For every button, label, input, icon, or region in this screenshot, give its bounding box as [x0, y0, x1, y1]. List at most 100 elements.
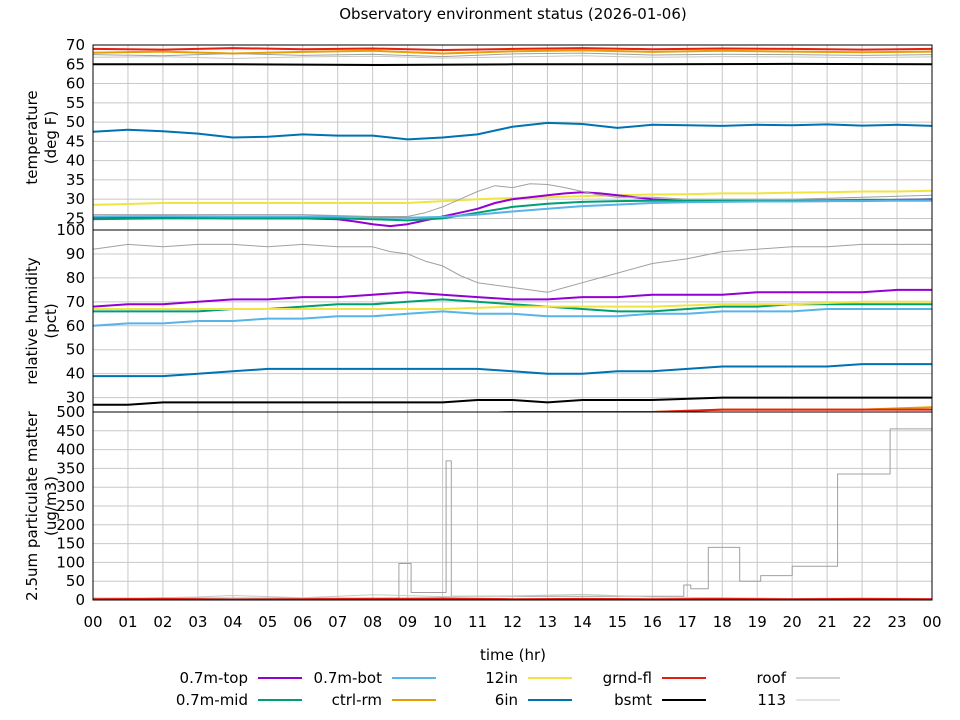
- series-line-0.7m-bot: [93, 308, 932, 327]
- y-axis-label-line: (pct): [42, 303, 60, 338]
- legend-label: 0.7m-bot: [314, 669, 383, 687]
- y-axis-label-line: (ug/m3): [42, 476, 60, 536]
- y-tick-label: 30: [66, 389, 85, 407]
- series-line-bsmt: [93, 396, 932, 406]
- y-axis-label: temperature(deg F): [23, 90, 60, 184]
- x-tick-label: 06: [293, 613, 312, 631]
- x-tick-label: 17: [678, 613, 697, 631]
- y-tick-label: 35: [66, 171, 85, 189]
- x-tick-label: 14: [573, 613, 592, 631]
- y-axis-label: relative humidity(pct): [23, 257, 60, 385]
- y-tick-label: 50: [66, 572, 85, 590]
- y-tick-label: 80: [66, 269, 85, 287]
- legend-label: bsmt: [614, 691, 652, 709]
- series-line-grnd-fl: [93, 47, 932, 51]
- y-tick-label: 100: [56, 553, 85, 571]
- legend-item: 0.7m-top: [180, 669, 302, 687]
- series-line-roof: [93, 243, 932, 293]
- legend-item: 12in: [485, 669, 572, 687]
- series-line-grnd-fl: [93, 597, 932, 600]
- series-line-grnd-fl: [483, 408, 932, 412]
- legend-label: 113: [757, 691, 786, 709]
- y-axis-label-line: relative humidity: [23, 257, 41, 385]
- y-tick-label: 30: [66, 190, 85, 208]
- legend-item: 113: [757, 691, 840, 709]
- series-line-113: [93, 55, 932, 59]
- x-tick-label: 15: [608, 613, 627, 631]
- legend-label: grnd-fl: [603, 669, 652, 687]
- series-line-0.7m-top: [93, 288, 932, 308]
- plot-frame: [92, 411, 933, 601]
- y-tick-label: 100: [56, 221, 85, 239]
- series-line-6in: [93, 363, 932, 378]
- series-line-bsmt: [93, 62, 932, 66]
- x-axis-label: time (hr): [480, 646, 546, 664]
- legend-item: roof: [757, 669, 840, 687]
- x-tick-label: 19: [748, 613, 767, 631]
- y-tick-label: 500: [56, 403, 85, 421]
- y-tick-label: 450: [56, 422, 85, 440]
- legend-item: ctrl-rm: [332, 691, 436, 709]
- y-tick-label: 60: [66, 75, 85, 93]
- series-line-12in: [93, 300, 932, 310]
- legend-label: 12in: [485, 669, 518, 687]
- series-line-0.7m-bot: [93, 199, 932, 219]
- y-tick-label: 200: [56, 516, 85, 534]
- y-tick-label: 250: [56, 497, 85, 515]
- y-ticks: 30 40 50 60 70 80 90 100: [56, 221, 85, 407]
- y-axis-label-line: 2.5um particulate matter: [23, 410, 41, 600]
- y-tick-label: 40: [66, 152, 85, 170]
- x-tick-label: 00: [922, 613, 941, 631]
- y-tick-label: 150: [56, 535, 85, 553]
- x-tick-label: 18: [713, 613, 732, 631]
- legend-item: bsmt: [614, 691, 706, 709]
- x-tick-label: 16: [643, 613, 662, 631]
- x-tick-label: 01: [118, 613, 137, 631]
- y-tick-label: 55: [66, 94, 85, 112]
- y-tick-label: 65: [66, 55, 85, 73]
- legend-item: 0.7m-mid: [176, 691, 302, 709]
- x-tick-label: 07: [328, 613, 347, 631]
- series-line-roof: [93, 183, 932, 217]
- x-tick-label: 21: [818, 613, 837, 631]
- x-tick-label: 12: [503, 613, 522, 631]
- series-line-12in: [93, 189, 932, 206]
- legend-item: grnd-fl: [603, 669, 706, 687]
- grid: [92, 411, 933, 601]
- y-tick-label: 50: [66, 113, 85, 131]
- y-tick-label: 45: [66, 132, 85, 150]
- y-tick-label: 350: [56, 459, 85, 477]
- x-tick-label: 05: [258, 613, 277, 631]
- series-group: [93, 243, 932, 412]
- chart-title: Observatory environment status (2026-01-…: [339, 5, 687, 23]
- panel-humidity: 30 40 50 60 70 80 90 100 relative humidity(pct): [23, 221, 933, 413]
- series-line-roof: [93, 428, 932, 599]
- x-tick-label: 04: [223, 613, 242, 631]
- y-axis-label-line: (deg F): [42, 111, 60, 164]
- y-tick-label: 25: [66, 209, 85, 227]
- x-tick-label: 02: [153, 613, 172, 631]
- legend-label: 6in: [495, 691, 518, 709]
- legend-label: ctrl-rm: [332, 691, 382, 709]
- y-tick-label: 90: [66, 245, 85, 263]
- x-tick-label: 09: [398, 613, 417, 631]
- x-tick-label: 22: [853, 613, 872, 631]
- y-tick-label: 400: [56, 441, 85, 459]
- series-group: [93, 47, 932, 228]
- y-tick-label: 70: [66, 36, 85, 54]
- x-tick-label: 13: [538, 613, 557, 631]
- legend-label: 0.7m-mid: [176, 691, 248, 709]
- y-tick-label: 300: [56, 478, 85, 496]
- series-line-6in: [93, 121, 932, 141]
- y-axis-label: 2.5um particulate matter(ug/m3): [23, 410, 60, 600]
- x-tick-label: 10: [433, 613, 452, 631]
- x-tick-label: 03: [188, 613, 207, 631]
- x-tick-label: 23: [887, 613, 906, 631]
- y-tick-label: 60: [66, 317, 85, 335]
- legend-item: 0.7m-bot: [314, 669, 436, 687]
